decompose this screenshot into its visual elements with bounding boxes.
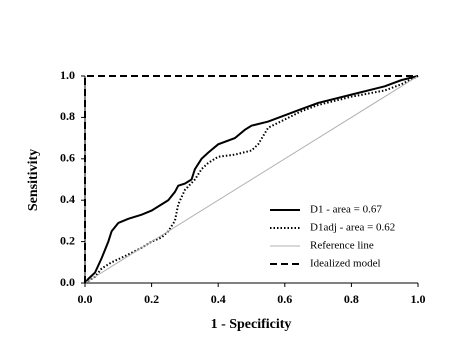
x-tick-label: 0.4 [211,292,226,306]
y-axis-title: Sensitivity [26,149,41,211]
y-tick-label: 1.0 [60,68,75,82]
legend-label: D1 - area = 0.67 [310,204,382,216]
x-axis-title: 1 - Specificity [211,317,292,332]
x-tick-label: 1.0 [411,292,426,306]
legend-label: D1adj - area = 0.62 [310,222,395,234]
x-tick-label: 0.0 [78,292,93,306]
y-tick-label: 0.2 [60,233,75,247]
y-tick-label: 0.4 [60,192,75,206]
x-tick-label: 0.6 [277,292,292,306]
y-tick-label: 0.8 [60,109,75,123]
y-tick-label: 0.0 [60,275,75,289]
x-tick-label: 0.8 [344,292,359,306]
series-line [84,75,418,283]
series-line [84,75,419,284]
legend-label: Reference line [310,240,374,252]
series-line [84,75,419,284]
y-tick-label: 0.6 [60,151,75,165]
legend-label: Idealized model [310,258,381,270]
x-tick-label: 0.2 [144,292,159,306]
